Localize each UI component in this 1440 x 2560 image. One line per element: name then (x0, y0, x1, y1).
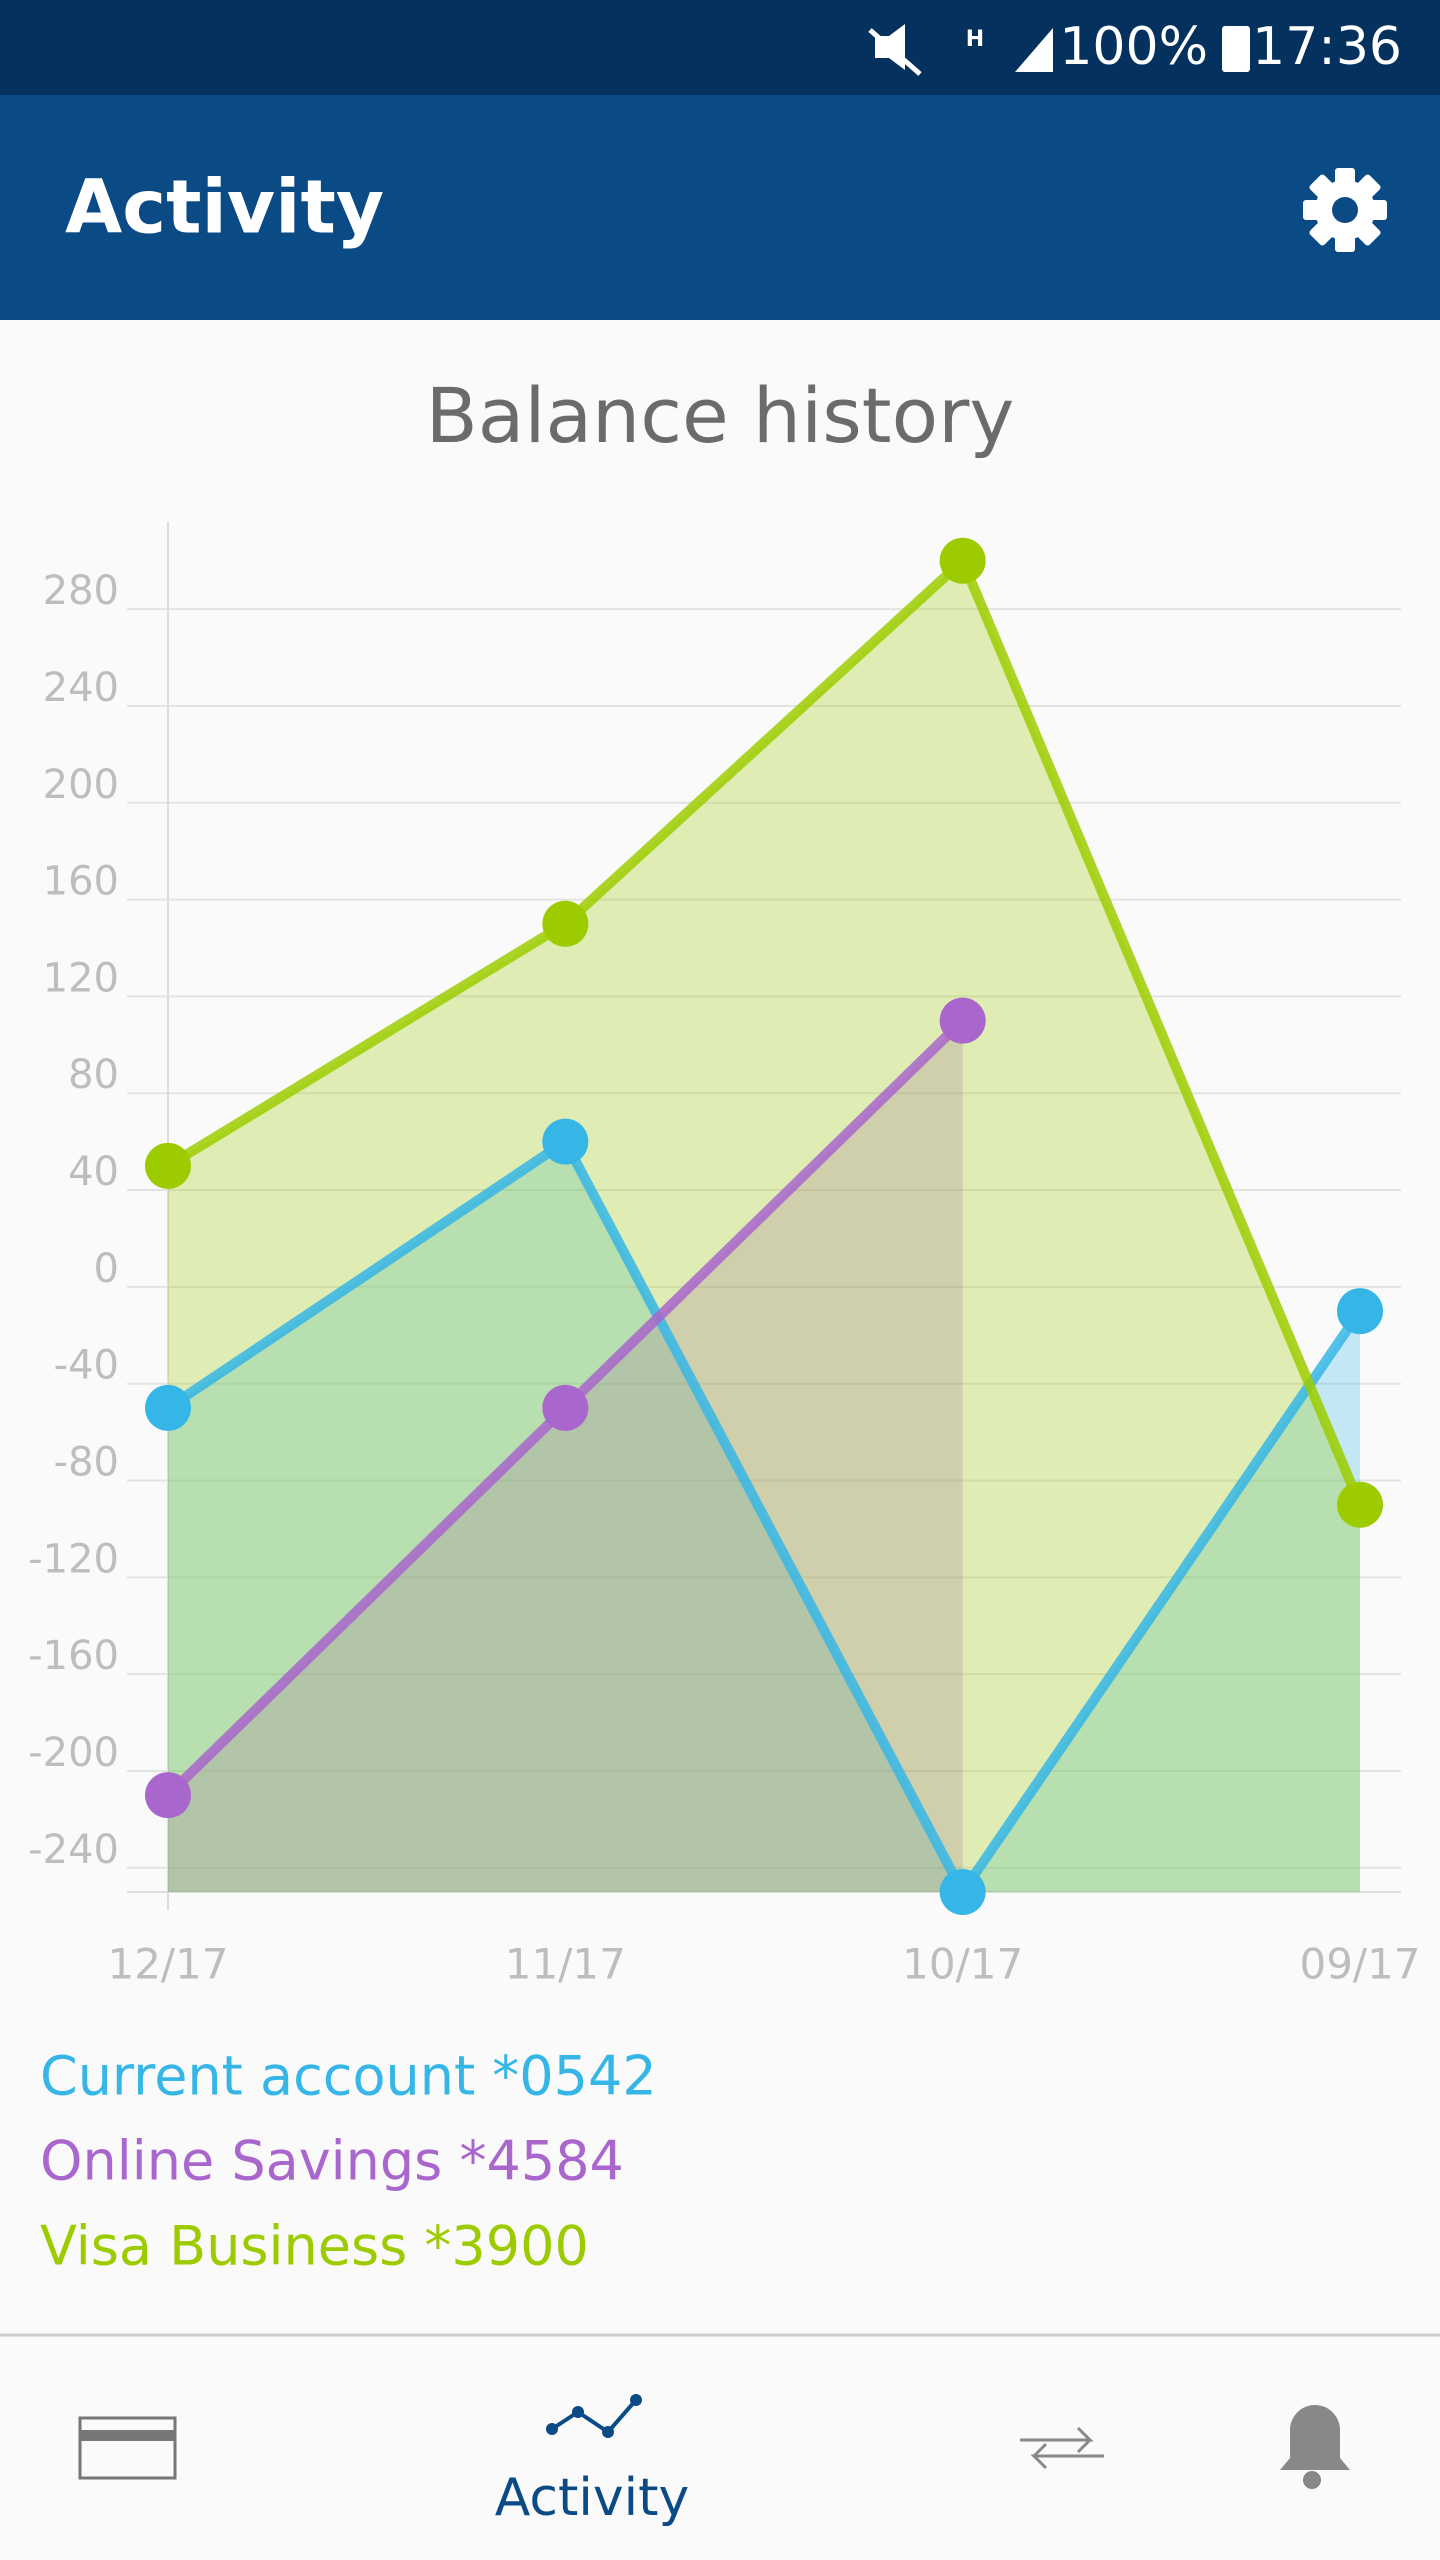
nav-notifications[interactable] (1280, 2405, 1350, 2489)
legend-entry: Online Savings *4584 (40, 2130, 624, 2193)
legend-entry: Visa Business *3900 (40, 2215, 589, 2278)
network-h: H (966, 27, 984, 52)
card-stripe (80, 2430, 175, 2441)
data-point (939, 537, 986, 584)
series-line (165, 552, 1365, 1507)
gear-hole (1332, 197, 1358, 223)
data-point (939, 1869, 986, 1915)
y-tick-label: 240 (43, 665, 119, 711)
y-tick-label: 80 (68, 1052, 119, 1098)
series-area (168, 1141, 1360, 1892)
app-title: Activity (65, 165, 384, 251)
y-tick-label: 0 (94, 1246, 119, 1292)
battery-icon (1222, 26, 1250, 72)
y-tick-label: -40 (54, 1343, 119, 1389)
data-point (542, 900, 589, 947)
transfer-icon (1020, 2426, 1104, 2470)
data-point (145, 1384, 191, 1431)
nav-activity[interactable]: Activity (495, 2394, 689, 2528)
data-point (939, 997, 986, 1044)
legend: Current account *0542 Online Savings *458… (40, 2045, 657, 2278)
y-tick-label: -160 (28, 1633, 119, 1679)
nav-cards[interactable] (78, 2416, 177, 2480)
clock: 17:36 (1252, 17, 1402, 77)
data-point (145, 1142, 191, 1189)
data-point (145, 1772, 191, 1819)
card-icon (78, 2416, 177, 2480)
activity-dots (546, 2394, 642, 2438)
y-tick-label: 200 (43, 762, 119, 808)
data-point (1337, 1481, 1383, 1528)
y-tick-label: -200 (28, 1730, 119, 1776)
signal-icon (1015, 28, 1053, 72)
x-tick-label: 12/17 (107, 1940, 228, 1989)
battery-text: 100% (1059, 17, 1208, 77)
transfer-heads (1032, 2438, 1092, 2458)
x-tick-label: 10/17 (902, 1940, 1023, 1989)
series-line (165, 1134, 1365, 1902)
y-tick-label: -80 (54, 1440, 119, 1486)
y-tick-label: 280 (43, 568, 119, 614)
activity-icon (550, 2398, 638, 2435)
app-bar (0, 95, 1440, 320)
series-area (168, 560, 1360, 1892)
mute-slash (868, 28, 922, 76)
bell-clapper (1303, 2471, 1321, 2489)
nav-transfers[interactable] (1020, 2426, 1104, 2470)
status-bar (0, 0, 1440, 95)
x-tick-label: 09/17 (1299, 1940, 1420, 1989)
x-tick-label: 11/17 (505, 1940, 626, 1989)
series-area (168, 1020, 963, 1892)
status-icons: H (868, 24, 1250, 76)
y-tick-label: -120 (28, 1536, 119, 1582)
data-point (542, 1384, 589, 1431)
bell-icon (1280, 2405, 1350, 2470)
plot: -240 -200 -160 -120 -80 -40 0 40 80 120 160 200 240 2… (28, 522, 1421, 1989)
y-tick-label: 120 (43, 955, 119, 1001)
data-point (542, 1118, 589, 1165)
y-tick-label: 40 (68, 1149, 119, 1195)
y-tick-label: 160 (43, 859, 119, 905)
settings-button[interactable] (1303, 168, 1387, 252)
nav-label: Activity (495, 2468, 689, 2528)
y-tick-label: -240 (28, 1827, 119, 1873)
legend-entry: Current account *0542 (40, 2045, 657, 2108)
chart-title: Balance history (426, 371, 1015, 460)
data-point (1337, 1288, 1383, 1335)
